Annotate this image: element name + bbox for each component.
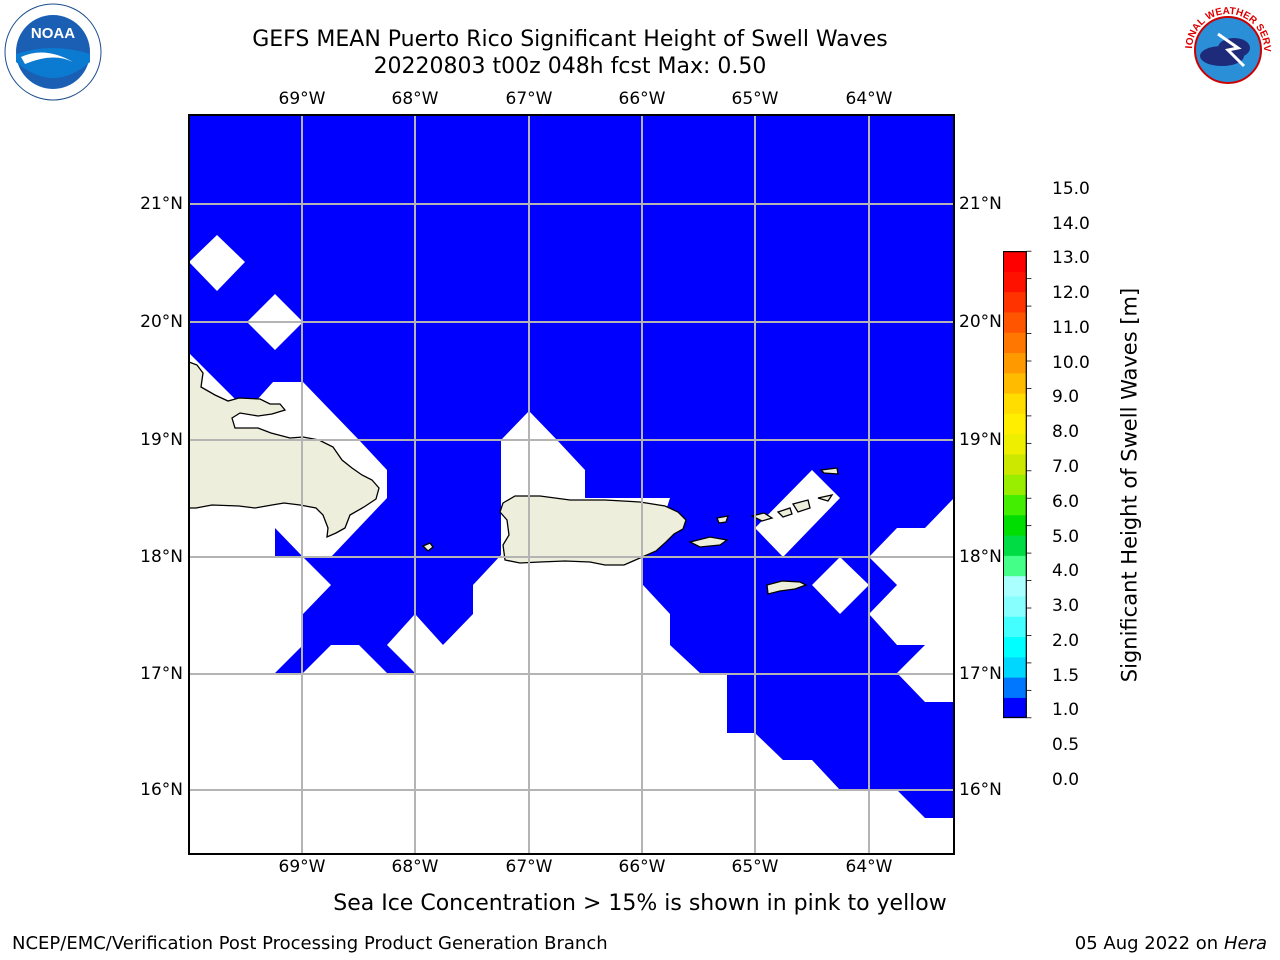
colorbar-tick-label: 9.0 bbox=[1052, 387, 1080, 407]
colorbar-frame bbox=[1003, 251, 1027, 718]
puerto-rico bbox=[499, 495, 687, 566]
colorbar-tick-label: 2.0 bbox=[1052, 631, 1080, 651]
lon-label-bottom: 68°W bbox=[391, 857, 439, 877]
lon-label-top: 67°W bbox=[505, 89, 553, 109]
lon-label-top: 65°W bbox=[731, 89, 779, 109]
colorbar-tick-label: 7.0 bbox=[1052, 457, 1080, 477]
mona-island bbox=[421, 542, 434, 552]
lon-label-top: 69°W bbox=[278, 89, 326, 109]
colorbar-bin bbox=[1003, 393, 1027, 414]
colorbar-bin bbox=[1003, 433, 1027, 455]
lat-label-left: 17°N bbox=[140, 664, 183, 684]
colorbar-bin bbox=[1003, 413, 1027, 435]
st-john bbox=[776, 507, 793, 518]
colorbar-tick-label: 13.0 bbox=[1052, 248, 1090, 268]
colorbar-bin bbox=[1003, 596, 1027, 617]
colorbar-tick-label: 0.0 bbox=[1052, 770, 1080, 790]
nws-logo: NATIONAL WEATHER SERVICE bbox=[1174, 0, 1278, 100]
colorbar-bin bbox=[1003, 372, 1027, 394]
lon-label-bottom: 67°W bbox=[505, 857, 553, 877]
colorbar-tick-label: 15.0 bbox=[1052, 179, 1090, 199]
colorbar-bin bbox=[1003, 535, 1027, 556]
colorbar-bin bbox=[1003, 251, 1027, 272]
chart-title: GEFS MEAN Puerto Rico Significant Height… bbox=[252, 27, 888, 52]
colorbar-tick-label: 3.0 bbox=[1052, 596, 1080, 616]
colorbar-tick-label: 10.0 bbox=[1052, 353, 1090, 373]
swell-field bbox=[189, 115, 954, 818]
lat-label-right: 17°N bbox=[959, 664, 1002, 684]
culebra bbox=[716, 515, 729, 524]
colorbar-tick-label: 14.0 bbox=[1052, 214, 1090, 234]
lat-label-right: 16°N bbox=[959, 780, 1002, 800]
noaa-logo: NOAA bbox=[3, 2, 103, 102]
lat-label-right: 20°N bbox=[959, 312, 1002, 332]
st-croix bbox=[766, 580, 808, 595]
virgin-gorda bbox=[817, 494, 834, 502]
colorbar-tick-label: 8.0 bbox=[1052, 422, 1080, 442]
colorbar-tick-label: 1.5 bbox=[1052, 666, 1080, 686]
colorbar-bin bbox=[1003, 332, 1027, 354]
colorbar-tick-label: 12.0 bbox=[1052, 283, 1090, 303]
colorbar-tick-label: 4.0 bbox=[1052, 561, 1080, 581]
lon-label-bottom: 65°W bbox=[731, 857, 779, 877]
footer-date-text: 05 Aug 2022 on bbox=[1074, 933, 1219, 954]
lat-label-right: 18°N bbox=[959, 547, 1002, 567]
colorbar bbox=[1003, 250, 1032, 719]
footer-host: Hera bbox=[1223, 933, 1267, 954]
map-frame bbox=[188, 114, 955, 855]
lon-label-top: 66°W bbox=[618, 89, 666, 109]
colorbar-bin bbox=[1003, 656, 1027, 678]
colorbar-bin bbox=[1003, 514, 1027, 536]
footer-date: 05 Aug 2022 on Hera bbox=[1075, 933, 1267, 954]
colorbar-tick-label: 6.0 bbox=[1052, 492, 1080, 512]
lat-label-right: 19°N bbox=[959, 430, 1002, 450]
colorbar-tick-label: 11.0 bbox=[1052, 318, 1090, 338]
colorbar-label: Significant Height of Swell Waves [m] bbox=[1117, 287, 1142, 683]
colorbar-bin bbox=[1003, 271, 1027, 293]
sea-ice-note: Sea Ice Concentration > 15% is shown in … bbox=[333, 891, 947, 916]
graticule bbox=[189, 115, 954, 854]
lat-label-left: 21°N bbox=[140, 194, 183, 214]
colorbar-tick-label: 0.5 bbox=[1052, 735, 1080, 755]
colorbar-bin bbox=[1003, 636, 1027, 658]
vieques bbox=[688, 536, 729, 548]
chart-subtitle: 20220803 t00z 048h fcst Max: 0.50 bbox=[373, 54, 767, 79]
colorbar-tick-label: 1.0 bbox=[1052, 700, 1080, 720]
colorbar-bin bbox=[1003, 291, 1027, 313]
land bbox=[189, 361, 839, 595]
lon-label-top: 64°W bbox=[845, 89, 893, 109]
colorbar-tick-label: 5.0 bbox=[1052, 527, 1080, 547]
colorbar-bin bbox=[1003, 616, 1027, 638]
colorbar-bin bbox=[1003, 697, 1027, 719]
colorbar-bin bbox=[1003, 575, 1027, 597]
hispaniola bbox=[189, 361, 380, 539]
lat-label-left: 18°N bbox=[140, 547, 183, 567]
anegada bbox=[819, 467, 839, 475]
colorbar-bin bbox=[1003, 312, 1027, 333]
lat-label-left: 16°N bbox=[140, 780, 183, 800]
lon-label-top: 68°W bbox=[391, 89, 439, 109]
colorbar-bin bbox=[1003, 494, 1027, 516]
tortola bbox=[791, 499, 811, 513]
lat-label-left: 19°N bbox=[140, 430, 183, 450]
colorbar-bin bbox=[1003, 474, 1027, 496]
colorbar-bin bbox=[1003, 555, 1027, 577]
colorbar-bin bbox=[1003, 454, 1027, 475]
lon-label-bottom: 69°W bbox=[278, 857, 326, 877]
svg-text:NOAA: NOAA bbox=[31, 25, 75, 42]
lon-label-bottom: 66°W bbox=[618, 857, 666, 877]
colorbar-bin bbox=[1003, 677, 1027, 698]
colorbar-bin bbox=[1003, 352, 1027, 374]
lat-label-right: 21°N bbox=[959, 194, 1002, 214]
footer-credit: NCEP/EMC/Verification Post Processing Pr… bbox=[12, 933, 608, 954]
lon-label-bottom: 64°W bbox=[845, 857, 893, 877]
lat-label-left: 20°N bbox=[140, 312, 183, 332]
st-thomas bbox=[750, 512, 774, 522]
